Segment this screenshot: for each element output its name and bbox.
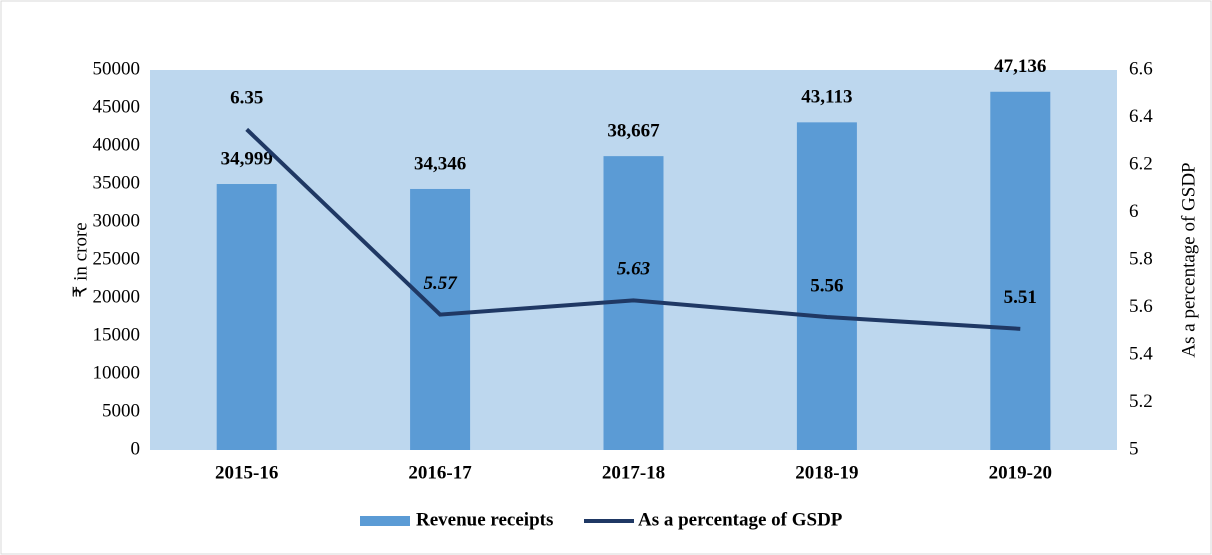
x-tick-label: 2017-18 — [602, 462, 665, 483]
x-tick-label: 2018-19 — [795, 462, 858, 483]
y-tick-label: 20000 — [93, 286, 141, 307]
x-tick-label: 2016-17 — [408, 462, 472, 483]
bar-value-label: 34,346 — [414, 153, 466, 174]
bar — [410, 188, 471, 450]
line-value-label: 5.57 — [423, 273, 458, 294]
x-tick-label: 2015-16 — [215, 462, 278, 483]
y-tick-label: 15000 — [93, 324, 141, 345]
y-tick-label: 5000 — [102, 400, 140, 421]
legend-label: As a percentage of GSDP — [638, 509, 843, 530]
y-tick-label: 40000 — [93, 134, 141, 155]
line — [245, 127, 1021, 331]
y-tick-label: 25000 — [93, 248, 141, 269]
y-axis-label: ₹ in crore — [70, 222, 91, 297]
line-value-label: 6.35 — [230, 88, 263, 109]
y2-tick-label: 5.2 — [1129, 391, 1153, 412]
y2-tick-label: 5.8 — [1129, 248, 1153, 269]
y-tick-label: 50000 — [93, 58, 141, 79]
y2-tick-label: 5.4 — [1129, 343, 1153, 364]
y-tick-label: 0 — [131, 438, 141, 459]
bar-value-label: 43,113 — [801, 87, 852, 108]
legend-swatch — [360, 516, 410, 526]
bar — [990, 91, 1051, 450]
line-value-label: 5.63 — [617, 259, 650, 280]
y-tick-label: 35000 — [93, 172, 141, 193]
y2-tick-label: 6.6 — [1129, 58, 1153, 79]
y-tick-label: 10000 — [93, 362, 141, 383]
y2-tick-label: 5 — [1129, 438, 1139, 459]
y2-tick-label: 6 — [1129, 201, 1139, 222]
bar-value-label: 34,999 — [221, 148, 273, 169]
bar-value-label: 47,136 — [994, 56, 1046, 77]
y2-tick-label: 5.6 — [1129, 296, 1153, 317]
bar — [216, 184, 277, 450]
line-value-label: 5.56 — [810, 275, 843, 296]
y2-tick-label: 6.2 — [1129, 153, 1153, 174]
y-tick-label: 45000 — [93, 96, 141, 117]
x-tick-label: 2019-20 — [989, 462, 1052, 483]
bar — [796, 122, 857, 451]
y-tick-label: 30000 — [93, 210, 141, 231]
legend-label: Revenue receipts — [416, 509, 553, 530]
bar-value-label: 38,667 — [607, 120, 660, 141]
y2-axis-label: As a percentage of GSDP — [1178, 162, 1199, 357]
line-value-label: 5.51 — [1004, 287, 1037, 308]
y2-tick-label: 6.4 — [1129, 106, 1153, 127]
